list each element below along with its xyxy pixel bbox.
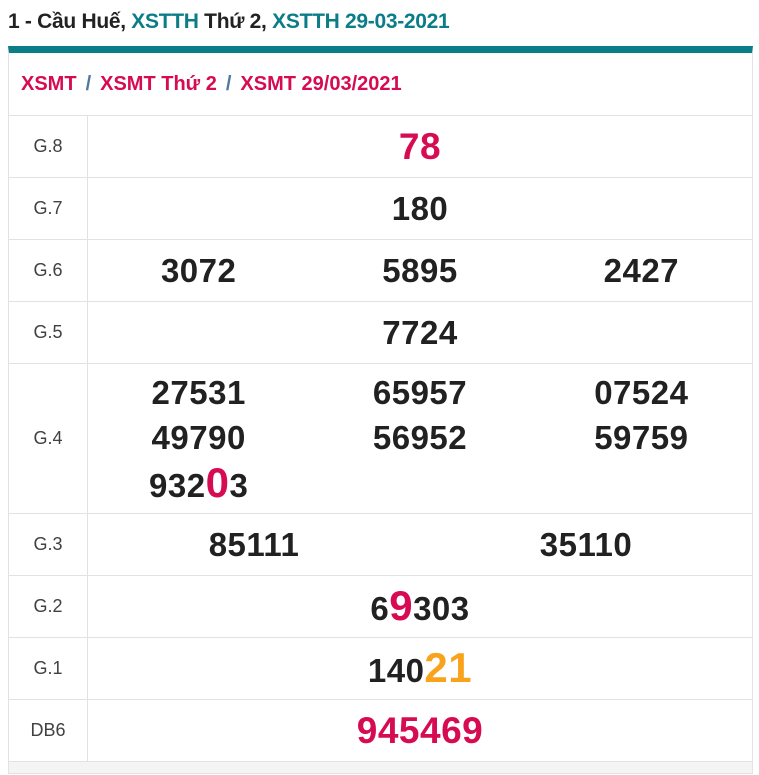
prize-number: 5895 bbox=[309, 248, 530, 293]
digits: 932 bbox=[149, 466, 206, 504]
next-section-strip bbox=[9, 761, 752, 773]
prize-number: 27531 bbox=[88, 370, 309, 415]
results-table: G.8 78 G.7 180 G.6 3072 5895 2427 G.5 7724 G.4 2753… bbox=[9, 115, 752, 761]
prize-label: G.6 bbox=[9, 240, 88, 301]
digits: 5895 bbox=[382, 252, 458, 289]
prize-values: 27531 65957 07524 49790 56952 59759 93203 bbox=[88, 364, 752, 513]
highlighted-digits: 0 bbox=[205, 458, 230, 506]
prize-values: 14021 bbox=[88, 638, 752, 699]
prize-label: G.2 bbox=[9, 576, 88, 637]
title-link[interactable]: XSTTH 29-03-2021 bbox=[272, 10, 450, 33]
prize-line: 7724 bbox=[88, 310, 752, 355]
digits: 180 bbox=[391, 190, 449, 227]
highlighted-digits: 21 bbox=[424, 643, 473, 691]
prize-label: G.8 bbox=[9, 116, 88, 177]
digits: 2427 bbox=[603, 252, 680, 289]
page-title: 1 - Cầu Huế, XSTTH Thứ 2, XSTTH 29-03-20… bbox=[8, 10, 751, 34]
prize-values: 7724 bbox=[88, 302, 752, 363]
digits: 49790 bbox=[151, 418, 246, 456]
prize-line: 945469 bbox=[88, 708, 752, 754]
prize-row: G.2 69303 bbox=[9, 575, 752, 637]
prize-line: 49790 56952 59759 bbox=[88, 415, 752, 460]
prize-row: G.5 7724 bbox=[9, 301, 752, 363]
prize-values: 3072 5895 2427 bbox=[88, 240, 752, 301]
prize-number: 85111 bbox=[88, 522, 420, 567]
highlighted-digits: 945469 bbox=[356, 709, 484, 751]
prize-number: 93203 bbox=[88, 460, 309, 508]
prize-values: 85111 35110 bbox=[88, 514, 752, 575]
prize-line: 180 bbox=[88, 186, 752, 231]
digits: 07524 bbox=[594, 373, 689, 411]
title-text: Thứ 2, bbox=[198, 10, 273, 33]
prize-line: 78 bbox=[88, 124, 752, 170]
prize-number: 49790 bbox=[88, 415, 309, 460]
title-link[interactable]: XSTTH bbox=[131, 10, 199, 33]
prize-line: 14021 bbox=[88, 645, 752, 693]
prize-number: 56952 bbox=[309, 415, 530, 460]
digits: 7724 bbox=[382, 314, 458, 351]
prize-number: 945469 bbox=[88, 708, 752, 754]
digits: 140 bbox=[367, 651, 425, 689]
breadcrumb-separator: / bbox=[225, 72, 232, 95]
prize-number: 2427 bbox=[531, 248, 752, 293]
prize-number: 07524 bbox=[531, 370, 752, 415]
digits: 303 bbox=[413, 589, 470, 627]
prize-line: 69303 bbox=[88, 583, 752, 631]
breadcrumb-separator: / bbox=[85, 72, 92, 95]
prize-number: 14021 bbox=[88, 645, 752, 693]
prize-label: G.7 bbox=[9, 178, 88, 239]
prize-line: 3072 5895 2427 bbox=[88, 248, 752, 293]
prize-row: G.8 78 bbox=[9, 115, 752, 177]
digits: 56952 bbox=[372, 418, 468, 456]
digits: 35110 bbox=[539, 526, 633, 563]
prize-number: 180 bbox=[88, 186, 752, 231]
breadcrumb-link[interactable]: XSMT bbox=[21, 72, 77, 95]
digits: 6 bbox=[370, 589, 390, 627]
prize-number: 35110 bbox=[420, 522, 752, 567]
breadcrumb-link[interactable]: XSMT Thứ 2 bbox=[100, 72, 217, 95]
digits: 85111 bbox=[208, 526, 300, 563]
prize-values: 69303 bbox=[88, 576, 752, 637]
lottery-results-panel: XSMT / XSMT Thứ 2 / XSMT 29/03/2021 G.8 78 G.7… bbox=[8, 46, 753, 774]
digits: 3072 bbox=[160, 252, 237, 289]
prize-number: 69303 bbox=[88, 583, 752, 631]
breadcrumb-link[interactable]: XSMT 29/03/2021 bbox=[240, 72, 402, 95]
prize-number: 3072 bbox=[88, 248, 309, 293]
highlighted-digits: 9 bbox=[389, 581, 414, 629]
prize-number: 7724 bbox=[88, 310, 752, 355]
digits: 59759 bbox=[594, 418, 689, 456]
highlighted-digits: 78 bbox=[398, 125, 442, 167]
prize-number: 59759 bbox=[531, 415, 752, 460]
prize-row: G.6 3072 5895 2427 bbox=[9, 239, 752, 301]
prize-row: G.3 85111 35110 bbox=[9, 513, 752, 575]
prize-row: G.4 27531 65957 07524 49790 56952 59759 93203 bbox=[9, 363, 752, 513]
digits: 3 bbox=[229, 466, 249, 504]
prize-label: G.4 bbox=[9, 364, 88, 513]
prize-line: 27531 65957 07524 bbox=[88, 370, 752, 415]
prize-values: 945469 bbox=[88, 700, 752, 761]
prize-number: 78 bbox=[88, 124, 752, 170]
prize-values: 180 bbox=[88, 178, 752, 239]
breadcrumb: XSMT / XSMT Thứ 2 / XSMT 29/03/2021 bbox=[9, 53, 752, 115]
prize-row: G.1 14021 bbox=[9, 637, 752, 699]
prize-label: G.5 bbox=[9, 302, 88, 363]
prize-row: G.7 180 bbox=[9, 177, 752, 239]
title-text: 1 - Cầu Huế, bbox=[8, 10, 132, 33]
prize-number: 65957 bbox=[309, 370, 530, 415]
prize-label: DB6 bbox=[9, 700, 88, 761]
prize-label: G.1 bbox=[9, 638, 88, 699]
digits: 65957 bbox=[372, 373, 468, 411]
prize-line: 93203 bbox=[88, 460, 752, 508]
prize-values: 78 bbox=[88, 116, 752, 177]
prize-row: DB6 945469 bbox=[9, 699, 752, 761]
prize-line: 85111 35110 bbox=[88, 522, 752, 567]
digits: 27531 bbox=[151, 373, 246, 411]
prize-label: G.3 bbox=[9, 514, 88, 575]
